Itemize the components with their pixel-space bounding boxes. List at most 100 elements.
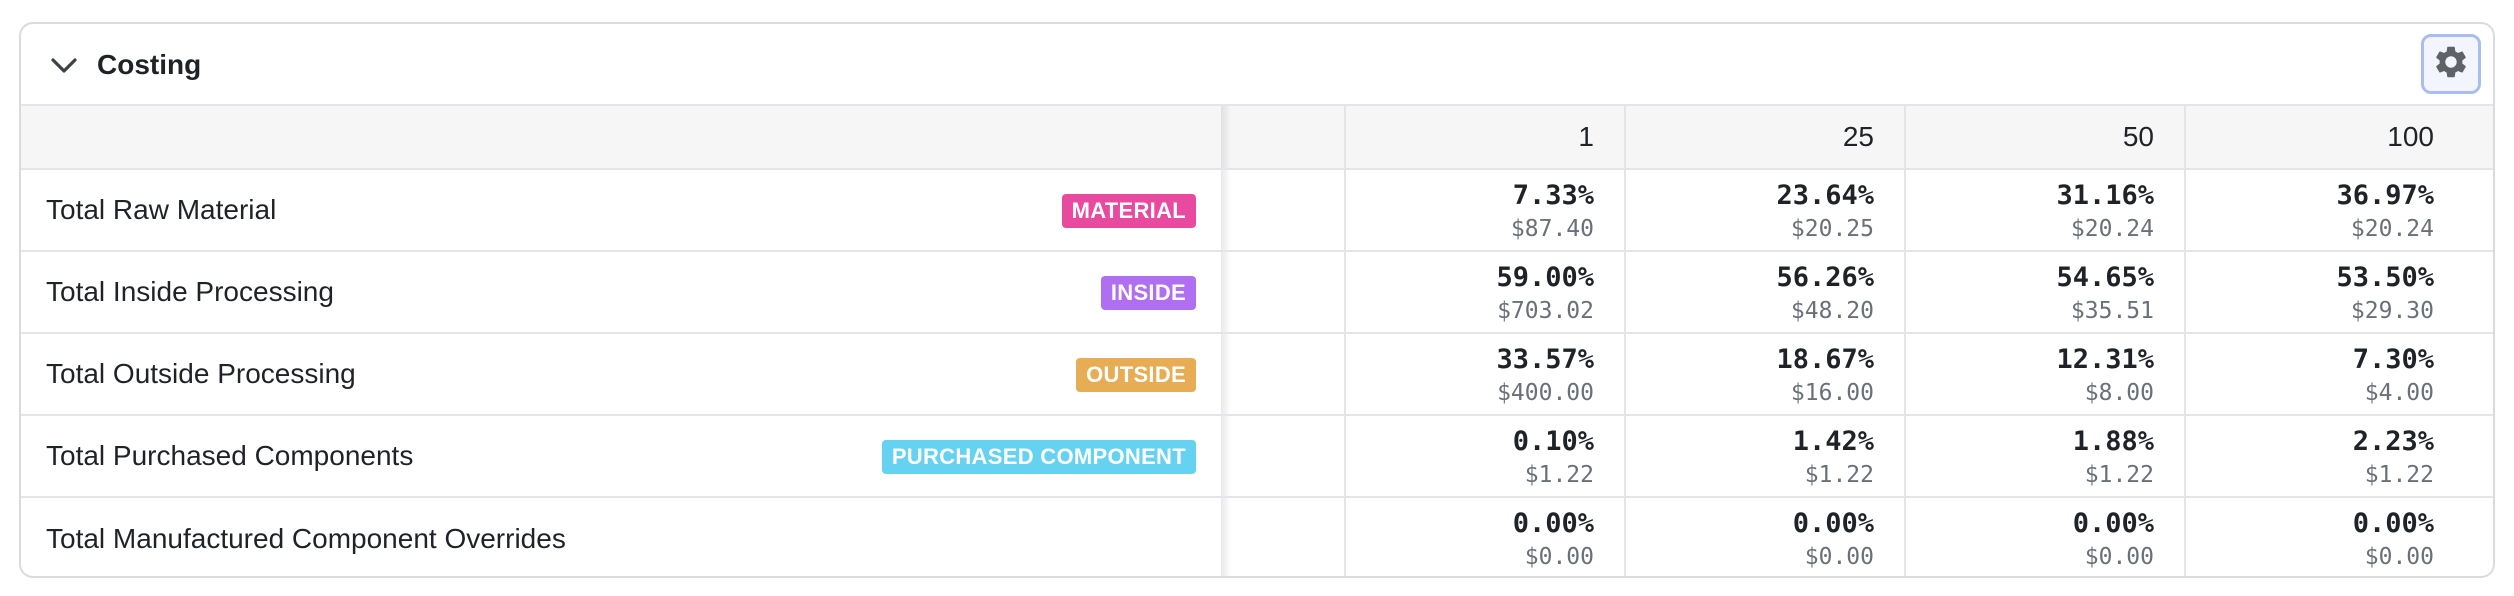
quantity-header-100[interactable]: 100 xyxy=(2387,121,2434,152)
cost-amount: $0.00 xyxy=(2084,544,2154,570)
row-label: Total Outside Processing xyxy=(46,358,356,389)
sticky-column-shadow xyxy=(1221,416,1231,496)
category-badge: PURCHASED COMPONENT xyxy=(881,440,1196,474)
table-row[interactable]: Total Raw Material MATERIAL 7.33% $87.40 23.… xyxy=(21,170,2493,252)
row-label-cell: Total Inside Processing INSIDE xyxy=(21,252,1221,332)
cost-amount: $20.25 xyxy=(1790,216,1874,242)
column-divider xyxy=(1624,334,1626,414)
cost-amount: $703.02 xyxy=(1497,298,1594,324)
column-divider xyxy=(1344,106,1346,168)
table-row[interactable]: Total Manufactured Component Overrides 0.… xyxy=(21,498,2493,576)
cost-cell: 0.00% $0.00 xyxy=(2186,498,2434,576)
category-badge: INSIDE xyxy=(1100,276,1196,310)
column-divider xyxy=(1904,106,1906,168)
category-badge: MATERIAL xyxy=(1061,194,1196,228)
cost-amount: $1.22 xyxy=(2084,462,2154,488)
column-divider xyxy=(2184,252,2186,332)
column-divider xyxy=(1624,416,1626,496)
row-label-cell: Total Outside Processing OUTSIDE xyxy=(21,334,1221,414)
column-divider xyxy=(1344,170,1346,250)
row-label-cell: Total Purchased Components PURCHASED COMP… xyxy=(21,416,1221,496)
quantity-header-25[interactable]: 25 xyxy=(1842,121,1874,152)
cost-percent: 31.16% xyxy=(2056,180,2154,211)
row-label: Total Purchased Components xyxy=(46,440,414,471)
cost-percent: 0.10% xyxy=(1512,426,1594,457)
cost-amount: $1.22 xyxy=(1524,462,1594,488)
table-header-row: 1 25 50 100 xyxy=(21,106,2493,170)
row-label: Total Raw Material xyxy=(46,194,277,225)
cost-amount: $8.00 xyxy=(2084,380,2154,406)
table-row[interactable]: Total Inside Processing INSIDE 59.00% $703.… xyxy=(21,252,2493,334)
cost-cell: 54.65% $35.51 xyxy=(1906,252,2154,332)
cost-percent: 36.97% xyxy=(2336,180,2434,211)
cost-percent: 0.00% xyxy=(1792,508,1874,539)
cost-percent: 54.65% xyxy=(2056,262,2154,293)
column-divider xyxy=(1624,170,1626,250)
cost-percent: 1.88% xyxy=(2072,426,2154,457)
cost-amount: $1.22 xyxy=(1804,462,1874,488)
cost-percent: 18.67% xyxy=(1776,344,1874,375)
cost-amount: $0.00 xyxy=(2364,544,2434,570)
section-title: Costing xyxy=(97,49,202,80)
column-divider xyxy=(1344,334,1346,414)
column-divider xyxy=(1624,106,1626,168)
category-badge: OUTSIDE xyxy=(1076,358,1196,392)
cost-amount: $29.30 xyxy=(2350,298,2434,324)
cost-amount: $87.40 xyxy=(1510,216,1594,242)
sticky-column-shadow xyxy=(1221,498,1231,576)
cost-percent: 0.00% xyxy=(2352,508,2434,539)
cost-cell: 23.64% $20.25 xyxy=(1626,170,1874,250)
sticky-column-shadow xyxy=(1221,106,1231,168)
cost-percent: 7.30% xyxy=(2352,344,2434,375)
chevron-down-icon[interactable] xyxy=(49,50,79,80)
cost-cell: 2.23% $1.22 xyxy=(2186,416,2434,496)
cost-amount: $4.00 xyxy=(2364,380,2434,406)
cost-cell: 59.00% $703.02 xyxy=(1346,252,1594,332)
cost-amount: $20.24 xyxy=(2070,216,2154,242)
column-divider xyxy=(1904,334,1906,414)
settings-button[interactable] xyxy=(2421,34,2481,94)
cost-percent: 23.64% xyxy=(1776,180,1874,211)
cost-amount: $20.24 xyxy=(2350,216,2434,242)
cost-percent: 1.42% xyxy=(1792,426,1874,457)
column-divider xyxy=(1904,170,1906,250)
column-divider xyxy=(1904,498,1906,576)
column-divider xyxy=(1904,416,1906,496)
row-label: Total Manufactured Component Overrides xyxy=(46,523,566,554)
table-row[interactable]: Total Outside Processing OUTSIDE 33.57% $40… xyxy=(21,334,2493,416)
cost-cell: 33.57% $400.00 xyxy=(1346,334,1594,414)
cost-cell: 53.50% $29.30 xyxy=(2186,252,2434,332)
cost-percent: 7.33% xyxy=(1512,180,1594,211)
cost-cell: 36.97% $20.24 xyxy=(2186,170,2434,250)
costing-card: Costing 1 25 50 100 Total Raw Material MATER… xyxy=(19,22,2495,578)
row-label-cell: Total Raw Material MATERIAL xyxy=(21,170,1221,250)
table-row[interactable]: Total Purchased Components PURCHASED COMP… xyxy=(21,416,2493,498)
cost-cell: 56.26% $48.20 xyxy=(1626,252,1874,332)
cost-cell: 0.00% $0.00 xyxy=(1346,498,1594,576)
cost-percent: 53.50% xyxy=(2336,262,2434,293)
cost-cell: 1.88% $1.22 xyxy=(1906,416,2154,496)
row-label-cell: Total Manufactured Component Overrides xyxy=(21,498,1221,576)
cost-percent: 12.31% xyxy=(2056,344,2154,375)
costing-header[interactable]: Costing xyxy=(21,24,2493,106)
cost-cell: 7.33% $87.40 xyxy=(1346,170,1594,250)
cost-amount: $0.00 xyxy=(1524,544,1594,570)
cost-cell: 0.00% $0.00 xyxy=(1906,498,2154,576)
column-divider xyxy=(2184,170,2186,250)
column-divider xyxy=(1344,498,1346,576)
column-divider xyxy=(1904,252,1906,332)
cost-amount: $400.00 xyxy=(1497,380,1594,406)
cost-percent: 0.00% xyxy=(2072,508,2154,539)
cost-cell: 18.67% $16.00 xyxy=(1626,334,1874,414)
cost-percent: 33.57% xyxy=(1496,344,1594,375)
quantity-header-1[interactable]: 1 xyxy=(1578,121,1594,152)
quantity-header-50[interactable]: 50 xyxy=(2122,121,2154,152)
cost-cell: 1.42% $1.22 xyxy=(1626,416,1874,496)
gear-icon xyxy=(2432,43,2470,86)
cost-amount: $1.22 xyxy=(2364,462,2434,488)
cost-cell: 7.30% $4.00 xyxy=(2186,334,2434,414)
column-divider xyxy=(1344,252,1346,332)
sticky-column-shadow xyxy=(1221,334,1231,414)
sticky-column-shadow xyxy=(1221,252,1231,332)
cost-percent: 0.00% xyxy=(1512,508,1594,539)
